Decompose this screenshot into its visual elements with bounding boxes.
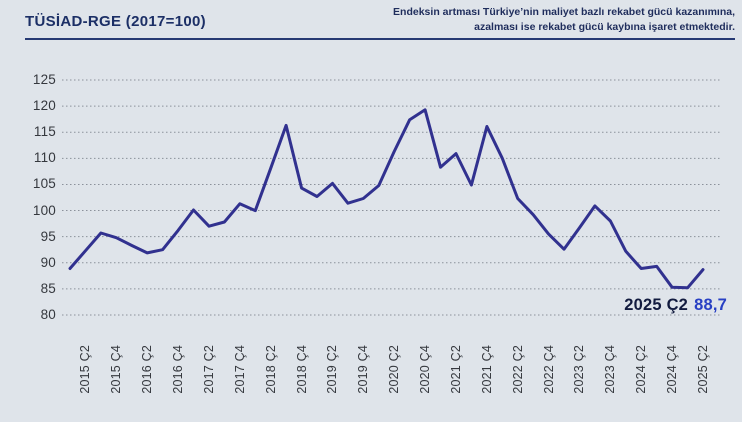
- x-tick-label: 2022 Ç2: [510, 345, 525, 394]
- y-tick-label: 85: [40, 280, 56, 296]
- y-tick-label: 90: [40, 254, 56, 270]
- chart-note-line1: Endeksin artması Türkiye’nin maliyet baz…: [393, 6, 735, 18]
- x-tick-label: 2019 Ç2: [325, 345, 340, 394]
- y-tick-label: 95: [40, 228, 56, 244]
- last-value-annotation: 2025 Ç2 88,7: [624, 296, 727, 315]
- x-tick-label: 2020 Ç4: [418, 345, 433, 394]
- y-tick-label: 110: [33, 150, 56, 166]
- last-value-period: 2025 Ç2: [624, 296, 689, 314]
- x-tick-label: 2019 Ç4: [356, 345, 371, 394]
- x-tick-label: 2018 Ç2: [263, 345, 278, 394]
- x-tick-label: 2021 Ç4: [479, 345, 494, 394]
- y-tick-label: 100: [32, 202, 56, 218]
- x-tick-label: 2023 Ç2: [572, 345, 587, 394]
- x-tick-label: 2016 Ç4: [171, 345, 186, 394]
- x-tick-label: 2017 Ç2: [201, 345, 216, 394]
- x-tick-label: 2023 Ç4: [603, 345, 618, 394]
- index-line: [68, 108, 705, 290]
- x-tick-label: 2022 Ç4: [541, 345, 556, 394]
- x-tick-label: 2016 Ç2: [140, 345, 155, 394]
- x-tick-label: 2015 Ç4: [109, 345, 124, 394]
- last-value-number: 88,7: [694, 296, 727, 314]
- x-tick-label: 2024 Ç4: [665, 345, 680, 394]
- x-tick-label: 2024 Ç2: [634, 345, 649, 394]
- x-tick-label: 2015 Ç2: [78, 345, 93, 394]
- header-divider: [25, 38, 735, 40]
- y-tick-label: 105: [32, 176, 56, 192]
- x-tick-label: 2021 Ç2: [448, 345, 463, 394]
- x-tick-label: 2018 Ç4: [294, 345, 309, 394]
- y-tick-label: 115: [33, 124, 56, 140]
- y-tick-label: 125: [32, 72, 56, 87]
- x-tick-label: 2017 Ç4: [232, 345, 247, 394]
- x-tick-label: 2020 Ç2: [387, 345, 402, 394]
- chart-note: Endeksin artması Türkiye’nin maliyet baz…: [393, 5, 735, 35]
- chart-note-line2: azalması ise rekabet gücü kaybına işaret…: [474, 21, 735, 33]
- x-tick-label: 2025 Ç2: [696, 345, 710, 394]
- page-title: TÜSİAD-RGE (2017=100): [25, 13, 206, 30]
- y-tick-label: 80: [40, 307, 56, 322]
- y-tick-label: 120: [32, 98, 56, 114]
